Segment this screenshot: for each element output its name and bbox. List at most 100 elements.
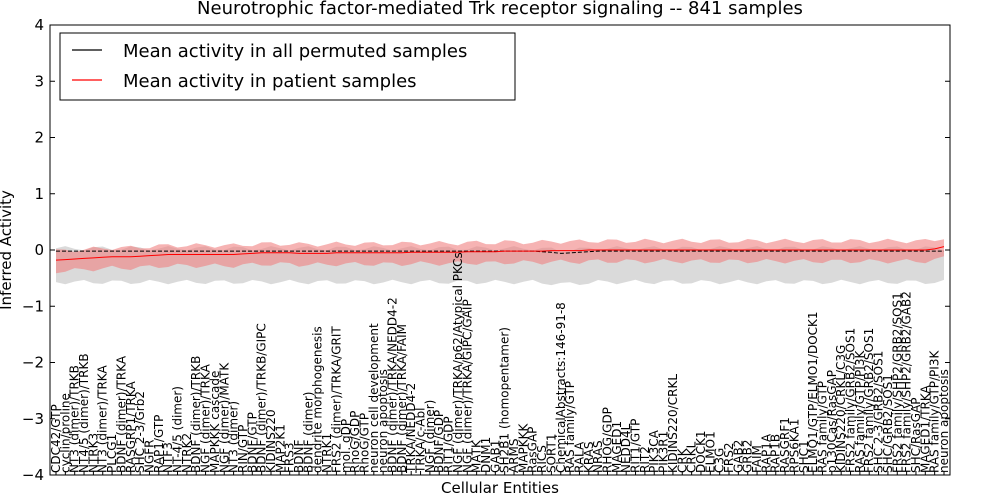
entity-label: SHC 2-3/Grb2 <box>133 391 147 473</box>
entity-label: SHC1 <box>797 440 811 473</box>
entity-label: RIN/GTP <box>236 425 250 473</box>
entity-label: PIK3CA <box>647 429 661 473</box>
legend-label-permuted: Mean activity in all permuted samples <box>123 41 467 62</box>
entity-label: RASGRF1 <box>778 417 792 473</box>
y-tick-label: 3 <box>34 72 44 90</box>
y-tick-label: 1 <box>34 185 44 203</box>
entity-label: FRS2 family/SHP2/GRB2/SOS1 <box>890 292 904 473</box>
legend-box <box>59 32 516 101</box>
entity-label: GAB1 <box>488 440 502 473</box>
entity-label: MAGED1 <box>610 421 624 473</box>
entity-label: KIDINS220/CRKL/C3G <box>834 345 848 473</box>
series-lines <box>55 246 945 261</box>
entity-label: BDNF (dimer)/TRKA/NEDD4-2 <box>386 297 400 473</box>
entity-label: NTF3 <box>161 442 175 473</box>
entity-label: KRAS <box>582 441 596 473</box>
entity-label: TRKA/c-Abl <box>414 408 428 474</box>
entity-label: SORT1 <box>544 434 558 474</box>
entity-label: RAS family/GTP <box>563 381 577 473</box>
entity-label: RAP1/GTP <box>152 415 166 473</box>
x-axis-label: Cellular Entities <box>441 479 559 497</box>
entity-label: MAPKKK cascade <box>208 371 222 473</box>
entity-label: CDC42/GTP <box>49 404 63 473</box>
y-tick-label: 0 <box>34 241 44 259</box>
entity-label: RAS family/GTP/PI3K <box>928 350 942 473</box>
entity-label: SHC/RasGAP <box>909 398 923 474</box>
entity-label: RhoG/GDP <box>348 411 362 473</box>
entity-label: RIT1/GTP <box>629 419 643 473</box>
entity-label: neuron apoptosis <box>937 369 951 473</box>
y-tick-label: −3 <box>22 410 44 428</box>
entity-label: DOCK1 <box>694 430 708 473</box>
entity-label: NGF (dimer)/MATK <box>217 362 231 473</box>
entity-label: RhoG/GTP <box>358 413 372 473</box>
entity-label: FRS2 family/GRB2/SOS1 <box>862 328 876 473</box>
entity-label: RHOG/GDP <box>601 407 615 473</box>
entity-label: dendrite morphogenesis <box>311 326 325 473</box>
entity-label: RPS6KA1 <box>787 419 801 473</box>
entity-label: RIT2 <box>638 446 652 473</box>
entity-label: PIK3R1 <box>657 431 671 473</box>
entity-label: FRS2 family/SHP2/GRB2/GAB2 <box>900 291 914 473</box>
entity-label: RALA <box>573 441 587 473</box>
entity-label: RAS family/GTP/PI3K <box>853 350 867 473</box>
chart-title: Neurotrophic factor-mediated Trk recepto… <box>197 0 803 19</box>
entity-label: BDNF (dimer)/TRKB <box>189 356 203 473</box>
entity-label: TRKA/NEDD4-2 <box>404 383 418 474</box>
entity-label: ChemicalAbstracts:146-91-8 <box>554 302 568 473</box>
entity-label: GAB2 <box>731 440 745 473</box>
entity-label: BDNF <box>292 440 306 473</box>
entity-label: FRS3 <box>283 443 297 474</box>
entity-label: DNM1 <box>479 437 493 473</box>
entity-label: MAP2K1 <box>273 424 287 473</box>
entity-label: NT4/5 (dimer)/TRKB <box>77 353 91 473</box>
entity-label: RAP1A <box>759 433 773 473</box>
entity-label: NT3 (dimer)/TRKB <box>68 365 82 473</box>
entity-label: CRK <box>675 447 689 473</box>
entity-label: RASGRP1/TRKA <box>124 380 138 473</box>
y-axis-ticks: 4 3 2 1 0 −1 −2 −3 −4 <box>22 16 950 484</box>
entity-label: MATK <box>470 439 484 473</box>
entity-label: BDNF (dimer)/TRKB/GIPC <box>255 323 269 473</box>
entity-label: SH2B1 (homopentamer) <box>498 327 512 473</box>
entity-label: NT3 (dimer)/TRKA <box>96 365 110 473</box>
entity-label: NT3 (dimer) <box>227 401 241 473</box>
confidence-bands <box>56 238 944 286</box>
entity-label: GRB2 <box>741 439 755 473</box>
entity-label: cyclin/proline <box>58 393 72 473</box>
y-tick-label: 4 <box>34 16 44 34</box>
entity-label: BDNF/GDP <box>432 410 446 473</box>
entity-label: KIDINS220 <box>264 409 278 473</box>
entity-label: RICS <box>535 445 549 473</box>
entity-label: BDNF (dimer) <box>301 392 315 474</box>
entity-label: ELMO1 <box>703 431 717 473</box>
entity-label: RAS family/GTP <box>816 381 830 473</box>
entity-label: NGF (dimer)/TRKA <box>199 363 213 473</box>
y-tick-label: −4 <box>22 466 44 484</box>
entity-label: RAP1B <box>769 434 783 473</box>
entity-label: NT-4/5 (dimer) <box>171 386 185 473</box>
y-tick-label: −1 <box>22 297 44 315</box>
entity-label: PLCG1 <box>105 434 119 473</box>
entity-label: ARMS <box>507 438 521 473</box>
entity-label: FAIM <box>750 445 764 473</box>
entity-label: RIT1/GDP <box>442 416 456 473</box>
entity-label: NGF (dimer) <box>423 400 437 473</box>
entity-label: MAGED1/TRKA <box>918 385 932 473</box>
entity-label: C3G <box>713 448 727 473</box>
legend-label-patient: Mean activity in patient samples <box>123 71 417 92</box>
series-line-patient <box>55 246 945 261</box>
entity-label: ELMO1/GTP/ELMO1/DOCK1 <box>806 311 820 473</box>
legend: Mean activity in all permuted samples Me… <box>59 32 516 101</box>
entity-label: NEDD4L <box>619 423 633 473</box>
entity-label: SHC 2-3/GRB2/SOS1 <box>872 351 886 473</box>
entity-label: KIDINS220/CRKL <box>666 374 680 473</box>
entity-label: BDNF (dimer)/TRKA/FAIM <box>395 324 409 473</box>
entity-label: BDNF/GTP <box>245 412 259 473</box>
entity-label: NRAS <box>591 440 605 473</box>
y-axis-label: Inferred Activity <box>0 190 15 310</box>
entity-label: mol. gDP <box>339 419 353 473</box>
entity-label: neuron apoptosis <box>376 369 390 473</box>
